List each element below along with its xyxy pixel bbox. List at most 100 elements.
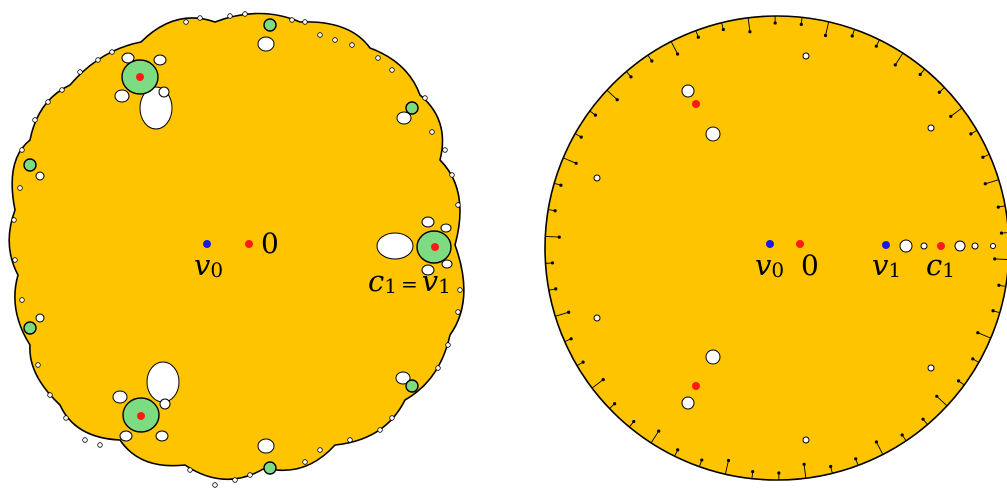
spoke-tip [748, 30, 752, 34]
boundary-bud [449, 172, 455, 178]
boundary-spoke [825, 21, 830, 36]
boundary-bud [247, 472, 253, 478]
right-holes [593, 52, 996, 444]
boundary-spoke [606, 89, 618, 101]
spoke-tip [696, 35, 700, 39]
hole [257, 36, 275, 52]
spoke-tip [996, 205, 1000, 209]
hole [421, 264, 435, 276]
boundary-bud [17, 185, 23, 191]
hole [681, 396, 695, 410]
boundary-bud [349, 42, 355, 48]
boundary-bud [32, 117, 38, 123]
hole [146, 361, 180, 403]
right-v1-label: v1 [872, 248, 901, 282]
hole [158, 86, 170, 98]
spoke-tip [874, 44, 878, 48]
boundary-bud [422, 95, 428, 101]
left-julia-panel: v0 0 c1 = v1 [8, 11, 465, 488]
hole [421, 216, 435, 228]
spoke-tip [893, 63, 897, 67]
spoke-tip [854, 457, 858, 461]
right-c1-point [937, 242, 945, 250]
spoke-tip [991, 309, 995, 313]
boundary-spoke [555, 311, 569, 317]
boundary-spoke [670, 41, 678, 55]
left-critical-point-bottom [137, 412, 145, 420]
right-critical-point-top [692, 100, 700, 108]
boundary-bud [332, 37, 338, 43]
boundary-bud [389, 67, 395, 73]
spoke-tip [799, 22, 803, 26]
boundary-bud [317, 32, 323, 38]
spoke-tip [981, 155, 985, 159]
boundary-bud [375, 55, 381, 61]
boundary-bud [35, 362, 41, 368]
hole [441, 259, 453, 269]
spoke-tip [956, 379, 961, 383]
spoke-tip [874, 440, 879, 444]
green-component-small [263, 18, 277, 32]
spoke-tip [935, 394, 939, 398]
hole [119, 430, 133, 442]
boundary-bud [59, 87, 65, 93]
spoke-tip [993, 257, 997, 261]
spoke-tip [569, 337, 573, 341]
spoke-tip [721, 27, 725, 32]
hole [155, 430, 169, 442]
boundary-bud [429, 129, 435, 135]
spoke-tip [613, 402, 617, 406]
spoke-tip [997, 283, 1001, 287]
hole [121, 52, 135, 64]
spoke-tip [550, 261, 555, 265]
boundary-bud [435, 365, 441, 371]
spoke-tip [553, 209, 557, 213]
spoke-tip [726, 458, 731, 463]
hole [927, 364, 935, 372]
boundary-bud [183, 19, 189, 25]
boundary-spoke [985, 179, 999, 185]
hole [376, 232, 414, 260]
boundary-bud [445, 342, 451, 348]
boundary-bud [63, 415, 69, 421]
boundary-spoke [747, 17, 751, 32]
boundary-bud [347, 437, 353, 443]
boundary-spoke [650, 430, 660, 444]
hole [35, 171, 45, 181]
hole [802, 52, 810, 60]
boundary-spoke [936, 395, 948, 407]
spoke-tip [650, 59, 654, 63]
boundary-bud [197, 15, 203, 21]
spoke-tip [971, 357, 975, 361]
spoke-tip [567, 310, 571, 314]
spoke-tip [976, 331, 980, 335]
boundary-bud [109, 49, 115, 55]
boundary-bud [455, 202, 461, 208]
left-c1-v1-label: c1 = v1 [368, 264, 451, 298]
hole [705, 126, 721, 142]
spoke-tip [850, 34, 854, 38]
boundary-bud [97, 442, 103, 448]
hole [954, 240, 966, 252]
green-component-small [405, 101, 419, 115]
hole [802, 436, 810, 444]
spoke-tip [900, 433, 904, 437]
spoke-tip [983, 182, 987, 186]
boundary-bud [302, 19, 308, 25]
right-zero-point [796, 240, 804, 248]
right-boundary-spokes [545, 16, 1007, 480]
spoke-tip [579, 135, 583, 139]
left-filled-region [8, 12, 465, 481]
left-v0-point [203, 240, 211, 248]
spoke-tip [615, 98, 619, 102]
boundary-bud [82, 437, 88, 443]
boundary-spoke [591, 379, 604, 389]
left-zero-label: 0 [261, 227, 279, 260]
green-component-small [405, 379, 419, 393]
spoke-tip [593, 113, 598, 117]
boundary-bud [457, 287, 463, 293]
right-filled-disk [544, 15, 1007, 481]
hole [35, 313, 45, 323]
boundary-bud [377, 427, 383, 433]
